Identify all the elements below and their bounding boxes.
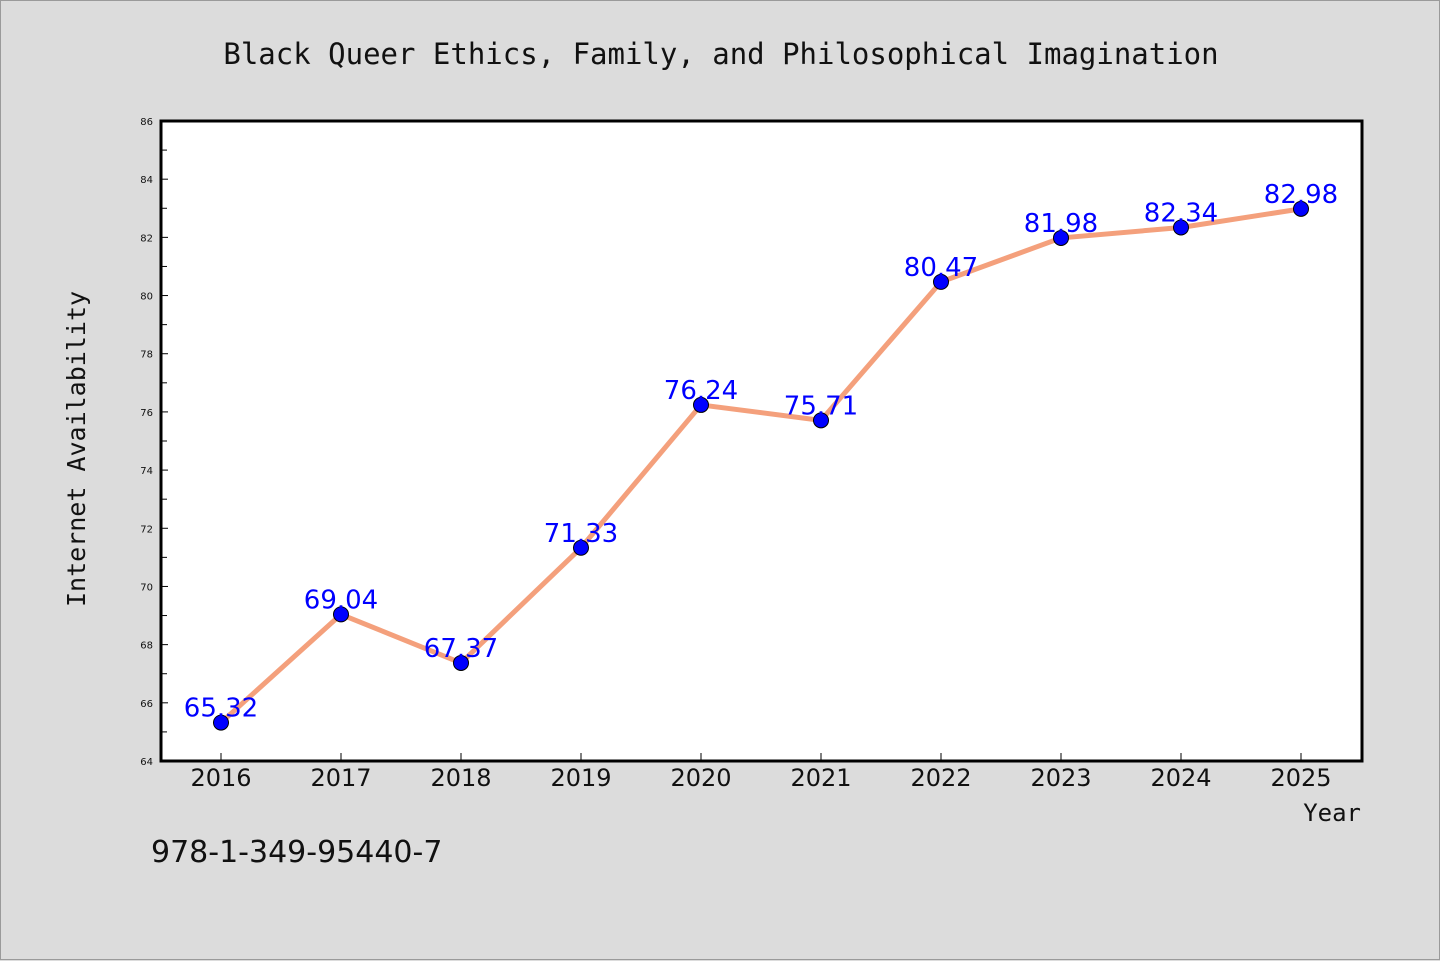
series-line — [218, 206, 1304, 726]
y-tick-label: 66 — [140, 699, 153, 710]
x-tick-label: 2020 — [670, 764, 731, 792]
data-label: 82.98 — [1264, 180, 1338, 210]
y-tick-label: 86 — [140, 117, 153, 128]
x-tick-label: 2025 — [1270, 764, 1331, 792]
data-point — [453, 654, 469, 671]
series-layer: 65.32 69.04 67.37 71.33 76.24 75.71 80.47 81.98… — [184, 180, 1338, 731]
y-tick-label: 72 — [140, 524, 153, 535]
y-tick-label: 68 — [140, 641, 153, 652]
data-point — [213, 714, 229, 731]
x-tick-label: 2024 — [1150, 764, 1211, 792]
y-tick-label: 70 — [140, 582, 153, 593]
data-point — [933, 273, 949, 290]
isbn-text: 978-1-349-95440-7 — [151, 835, 443, 870]
data-point — [1173, 219, 1189, 236]
data-point — [333, 606, 349, 623]
data-label: 75.71 — [784, 391, 858, 421]
y-tick-label: 74 — [140, 466, 153, 477]
chart-title: Black Queer Ethics, Family, and Philosop… — [223, 37, 1218, 71]
data-point — [693, 396, 709, 413]
data-label: 82.34 — [1144, 198, 1218, 228]
x-tick-label: 2016 — [190, 764, 251, 792]
y-tick-label: 80 — [140, 292, 153, 303]
data-label: 81.98 — [1024, 209, 1098, 239]
x-tick-label: 2022 — [910, 764, 971, 792]
data-point — [813, 412, 829, 429]
axis-ticks: 64 66 68 70 72 74 76 78 80 82 84 86 2016 2017 2018 2019… — [140, 117, 1331, 792]
plot-border — [159, 119, 1364, 763]
data-label: 69.04 — [304, 585, 378, 615]
data-point — [1053, 229, 1069, 246]
x-tick-label: 2017 — [310, 764, 371, 792]
x-tick-label: 2018 — [430, 764, 491, 792]
x-tick-label: 2023 — [1030, 764, 1091, 792]
data-label: 80.47 — [904, 253, 978, 283]
y-tick-label: 82 — [140, 233, 153, 244]
y-tick-label: 84 — [140, 175, 153, 186]
data-label: 76.24 — [664, 376, 738, 406]
data-label: 67.37 — [424, 634, 498, 664]
x-tick-label: 2019 — [550, 764, 611, 792]
data-label: 65.32 — [184, 694, 258, 724]
y-tick-label: 64 — [140, 757, 153, 768]
data-point — [1293, 200, 1309, 217]
y-axis-label: Internet Availability — [62, 291, 91, 607]
data-point — [573, 539, 589, 556]
x-axis-label: Year — [1303, 799, 1361, 827]
x-tick-label: 2021 — [790, 764, 851, 792]
y-tick-label: 78 — [140, 350, 153, 361]
y-tick-label: 76 — [140, 408, 153, 419]
data-label: 71.33 — [544, 519, 618, 549]
